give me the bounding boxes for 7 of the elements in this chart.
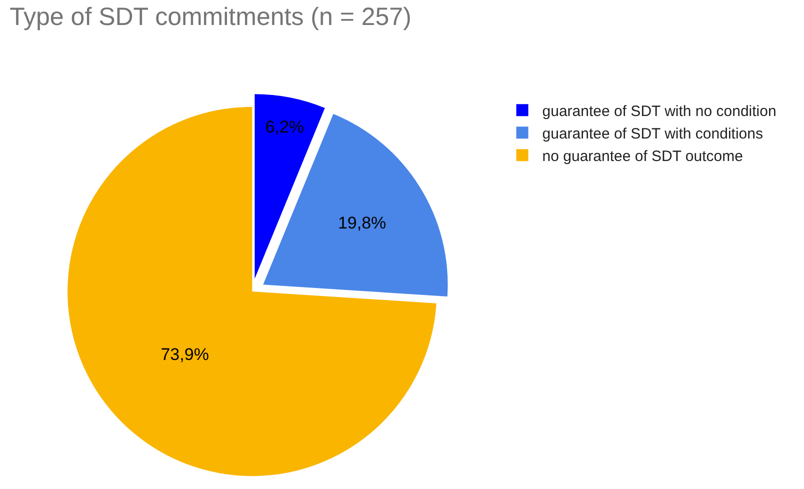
legend-label: no guarantee of SDT outcome <box>542 148 743 165</box>
legend-label: guarantee of SDT with no condition <box>542 103 776 120</box>
chart-title: Type of SDT commitments (n = 257) <box>10 2 412 31</box>
legend-label: guarantee of SDT with conditions <box>542 126 763 142</box>
data-label: 19,8% <box>338 213 386 232</box>
data-label: 6,2% <box>265 118 304 137</box>
data-label: 73,9% <box>160 345 209 364</box>
